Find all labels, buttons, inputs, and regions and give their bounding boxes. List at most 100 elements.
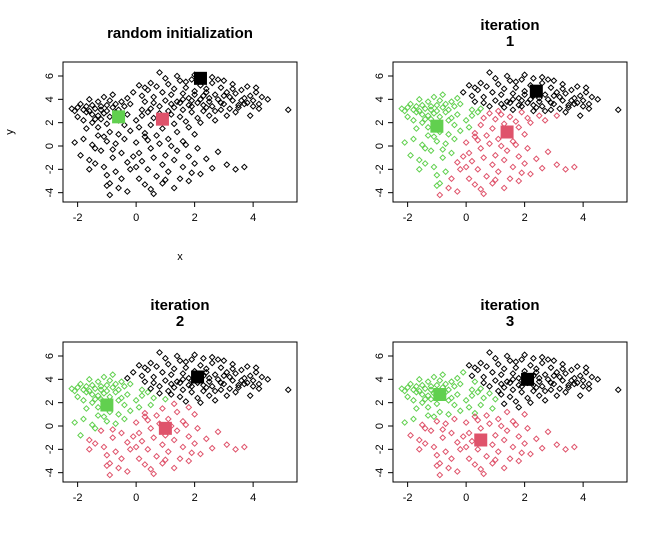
chart-title-line: random initialization [107,25,253,42]
data-point [594,375,602,383]
data-point [412,405,420,412]
data-point [182,398,190,405]
data-point [94,132,102,139]
data-point [170,365,178,373]
data-point [529,101,537,109]
data-point [179,386,187,394]
data-point [568,377,575,384]
data-point [494,80,502,88]
data-point [538,164,546,172]
data-point [468,386,476,394]
data-point [232,165,239,173]
data-point [94,412,102,419]
data-point [179,417,187,425]
cluster-center-2 [500,125,514,139]
data-point [486,140,493,148]
data-point [173,408,181,416]
data-point [491,395,499,403]
plot-frame [62,61,298,203]
data-point [433,107,441,115]
data-point [544,428,552,436]
data-point [456,445,464,453]
data-point [161,456,169,464]
data-point [573,83,581,90]
data-point [471,133,479,141]
data-point [97,386,105,394]
data-point [217,106,225,114]
data-point [541,387,549,395]
data-point [123,94,131,102]
data-point [226,385,234,393]
data-point [141,129,149,137]
data-point [503,352,511,360]
data-point [123,111,131,118]
data-point [468,372,476,380]
data-point [138,157,146,165]
data-point [182,84,190,92]
x-tick-label: 2 [522,212,528,224]
data-point [451,382,458,390]
data-point [170,85,178,93]
data-point [465,149,473,157]
data-point [588,373,596,381]
data-point [197,95,204,103]
data-point [418,141,426,149]
data-point [197,170,204,178]
data-point [515,403,523,411]
data-point [448,175,455,183]
data-point [421,395,429,403]
x-tick-label: -2 [73,492,83,504]
data-point [565,101,572,109]
data-point [156,382,163,390]
data-point [188,449,196,457]
data-point [199,92,207,100]
data-point [565,381,572,389]
data-point [515,177,523,185]
data-point [500,464,508,472]
data-point [109,154,117,162]
data-point [471,413,479,421]
data-point [562,388,569,396]
data-point [503,72,511,80]
data-point [170,436,178,444]
data-point [144,388,152,396]
data-point [252,368,260,376]
data-point [509,375,517,383]
data-point [509,417,517,425]
data-point [404,113,412,121]
data-point [77,100,84,108]
data-point [211,91,219,99]
data-point [532,435,540,443]
data-point [559,85,567,93]
data-point [115,184,122,192]
data-point [208,444,216,452]
data-point [506,393,514,401]
data-point [541,371,549,379]
data-point [436,408,444,416]
data-point [135,455,143,463]
data-point [208,164,216,172]
data-point [208,359,216,367]
y-tick-label: -4 [44,468,56,478]
data-point [412,388,420,396]
data-point [477,359,485,367]
data-point [477,105,485,113]
y-tick-label: 0 [44,143,56,149]
cluster-center-1 [521,372,535,386]
data-point [500,104,508,111]
data-point [410,135,417,143]
data-point [401,107,409,115]
data-point [109,146,117,153]
data-point [494,415,502,423]
data-point [150,93,158,101]
data-point [141,98,149,106]
data-point [436,191,444,199]
data-point [217,84,225,92]
data-point [141,364,149,372]
y-tick-label: 0 [374,143,386,149]
data-point [214,375,222,383]
data-point [132,419,140,426]
data-point [153,132,161,139]
data-point [512,421,520,429]
data-point [582,364,590,372]
